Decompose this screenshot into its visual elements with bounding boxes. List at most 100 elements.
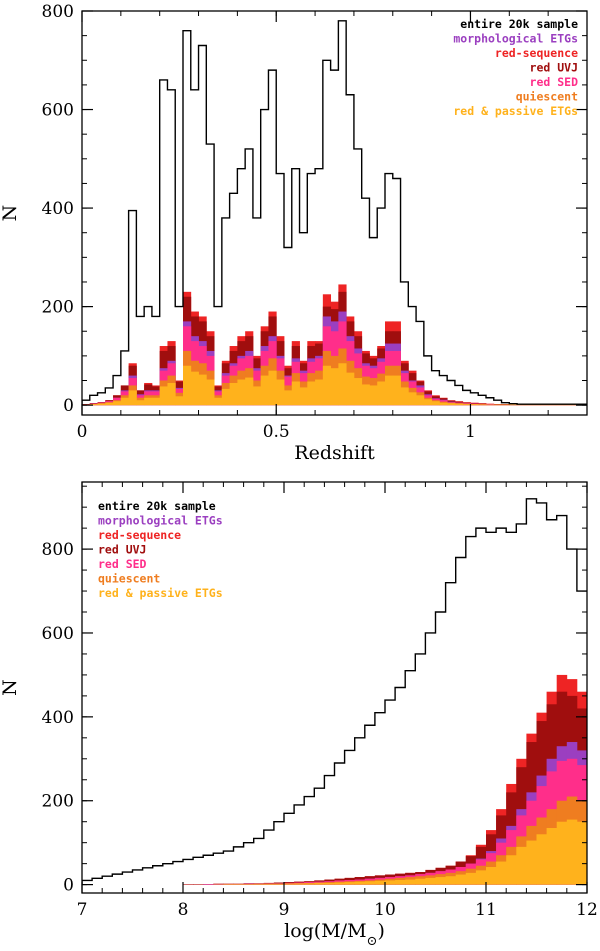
redshift-x-tick-label: 0: [77, 422, 88, 442]
redshift-bar-passive: [369, 385, 378, 406]
mass-x-tick-label: 10: [374, 900, 396, 920]
mass-bar-passive: [294, 883, 305, 885]
mass-bar-passive: [415, 878, 426, 885]
redshift-plot-area: [82, 20, 587, 406]
mass-bar-passive: [516, 846, 527, 885]
redshift-bar-passive: [315, 379, 324, 406]
redshift-bar-passive: [198, 374, 207, 406]
mass-bar-passive: [576, 821, 587, 885]
mass-legend-redseq: red-sequence: [98, 528, 181, 542]
mass-y-tick-label: 0: [63, 876, 74, 896]
redshift-bar-passive: [416, 395, 425, 406]
mass-legend-uvj: red UVJ: [98, 543, 146, 557]
redshift-bar-passive: [206, 379, 215, 406]
redshift-bar-passive: [470, 404, 479, 406]
mass-legend-passive: red & passive ETGs: [98, 586, 223, 600]
mass-bar-passive: [374, 880, 386, 885]
mass-x-tick-label: 11: [475, 900, 497, 920]
mass-series-passive: [223, 819, 587, 885]
mass-bar-passive: [566, 819, 578, 885]
mass-legend-sed: red SED: [98, 557, 147, 571]
mass-y-tick-label: 400: [42, 708, 74, 728]
redshift-bar-passive: [252, 386, 262, 406]
mass-x-tick-label: 12: [576, 900, 598, 920]
mass-bar-passive: [284, 883, 295, 885]
mass-bar-passive: [324, 882, 335, 885]
redshift-bar-passive: [167, 382, 176, 406]
redshift-bar-passive: [447, 403, 456, 406]
redshift-bar-passive: [454, 403, 464, 406]
redshift-bar-passive: [245, 377, 254, 406]
redshift-bar-passive: [385, 375, 394, 406]
mass-bar-passive: [425, 877, 436, 885]
redshift-bar-passive: [144, 397, 153, 406]
redshift-bar-passive: [237, 379, 246, 406]
redshift-bar-passive: [128, 390, 137, 406]
redshift-bar-passive: [284, 390, 293, 406]
redshift-bar-passive: [330, 368, 339, 406]
redshift-bar-passive: [276, 379, 285, 406]
redshift-legend-entire: entire 20k sample: [460, 17, 578, 31]
mass-bar-passive: [486, 866, 497, 885]
redshift-legend-morph: morphological ETGs: [453, 32, 578, 46]
redshift-x-tick-label: 1: [465, 422, 476, 442]
redshift-series-entire-outline: [82, 20, 587, 406]
redshift-x-axis-label: Redshift: [294, 442, 375, 464]
mass-legend-entire: entire 20k sample: [98, 499, 216, 513]
redshift-bar-passive: [307, 381, 316, 406]
redshift-bar-passive: [322, 365, 332, 406]
mass-bar-passive: [546, 827, 558, 885]
redshift-frame: [81, 10, 588, 416]
redshift-legend-uvj: red UVJ: [530, 61, 578, 75]
redshift-bar-passive: [291, 381, 300, 406]
mass-bar-passive: [364, 881, 376, 885]
mass-y-tick-label: 200: [42, 792, 74, 812]
redshift-bar-passive: [105, 402, 114, 406]
redshift-y-axis-label: N: [0, 205, 21, 222]
redshift-bar-passive: [214, 397, 223, 406]
redshift-bar-passive: [423, 399, 433, 406]
mass-bar-passive: [395, 879, 406, 885]
mass-bar-passive: [556, 821, 568, 885]
redshift-bar-passive: [221, 388, 231, 406]
redshift-bar-passive: [229, 382, 238, 406]
redshift-bar-passive: [120, 397, 130, 406]
mass-frame: [81, 481, 588, 894]
redshift-bar-passive: [439, 402, 448, 406]
mass-bar-passive: [526, 840, 537, 885]
mass-bar-passive: [304, 883, 315, 885]
redshift-bar-passive: [89, 404, 98, 406]
mass-bar-passive: [273, 883, 285, 885]
redshift-bar-passive: [400, 387, 409, 406]
redshift-bar-passive: [353, 378, 363, 406]
redshift-bar-passive: [151, 397, 161, 406]
redshift-bar-passive: [338, 363, 347, 406]
mass-x-axis-label: log(M/M⊙): [284, 920, 385, 949]
mass-bar-passive: [475, 870, 487, 885]
redshift-legend-sed: red SED: [530, 75, 579, 89]
mass-bar-passive: [354, 881, 366, 885]
redshift-bar-passive: [462, 404, 471, 406]
redshift-y-tick-label: 600: [42, 101, 74, 121]
redshift-y-tick-label: 0: [63, 396, 74, 416]
mass-bar-passive: [496, 861, 507, 885]
redshift-bar-passive: [260, 375, 269, 406]
mass-legend-morph: morphological ETGs: [98, 514, 223, 528]
mass-bar-passive: [334, 882, 345, 885]
redshift-bar-passive: [97, 403, 106, 406]
mass-x-axis-label-suffix: ): [377, 920, 384, 942]
redshift-legend-redseq: red-sequence: [495, 46, 578, 60]
redshift-y-tick-label: 200: [42, 298, 74, 318]
redshift-bar-passive: [190, 371, 199, 406]
redshift-y-tick-label: 800: [42, 2, 74, 22]
redshift-bar-passive: [346, 372, 355, 406]
redshift-bar-passive: [113, 401, 122, 406]
mass-bar-passive: [314, 882, 325, 885]
mass-y-tick-label: 600: [42, 624, 74, 644]
redshift-bar-passive: [377, 381, 386, 406]
redshift-bar-passive: [183, 365, 192, 406]
mass-x-axis-label-subscript: ⊙: [367, 934, 378, 949]
redshift-bar-passive: [175, 396, 184, 406]
